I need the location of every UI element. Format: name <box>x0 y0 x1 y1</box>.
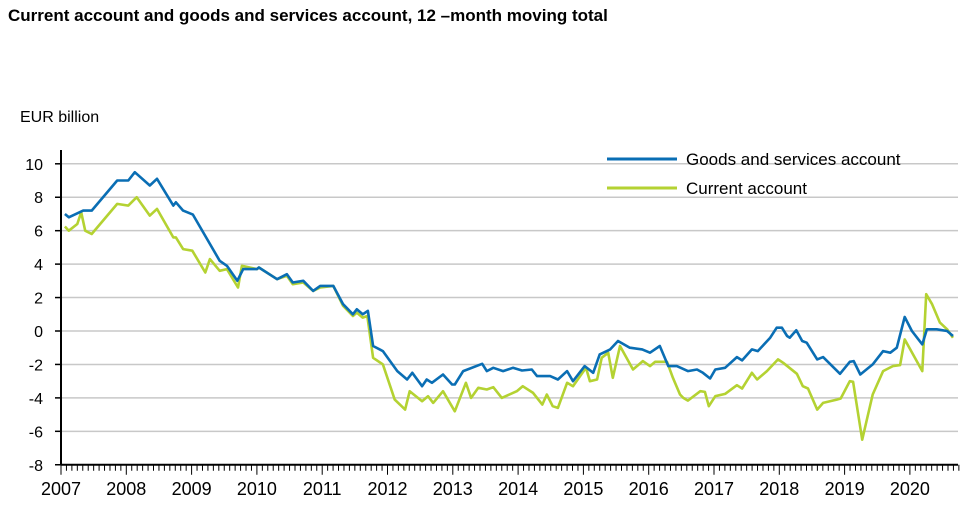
x-tick-label: 2009 <box>172 479 212 499</box>
x-tick-label: 2014 <box>498 479 538 499</box>
x-tick-label: 2017 <box>694 479 734 499</box>
x-tick-label: 2016 <box>629 479 669 499</box>
y-tick-label: -2 <box>29 357 43 374</box>
y-tick-label: 4 <box>34 257 43 274</box>
y-axis-label: EUR billion <box>20 109 99 126</box>
legend-label-current: Current account <box>686 179 807 198</box>
x-tick-label: 2018 <box>759 479 799 499</box>
x-tick-label: 2019 <box>825 479 865 499</box>
series-line-current-account <box>63 195 955 441</box>
x-tick-label: 2011 <box>303 479 342 499</box>
x-tick-label: 2015 <box>563 479 603 499</box>
y-tick-label: 0 <box>34 324 43 341</box>
series-line-goods-and-services <box>64 170 954 388</box>
chart-title: Current account and goods and services a… <box>8 6 608 25</box>
x-tick-label: 2020 <box>890 479 930 499</box>
legend-label-goods: Goods and services account <box>686 150 901 169</box>
y-tick-label: 2 <box>34 291 43 308</box>
y-tick-label: -4 <box>29 391 43 408</box>
y-tick-label: -6 <box>29 424 43 441</box>
x-tick-label: 2007 <box>41 479 81 499</box>
x-tick-label: 2012 <box>367 479 407 499</box>
y-tick-label: 8 <box>34 190 43 207</box>
legend: Goods and services account Current accou… <box>607 150 901 198</box>
y-tick-label: 10 <box>25 157 43 174</box>
y-tick-label: -8 <box>29 458 43 475</box>
x-tick-label: 2013 <box>433 479 473 499</box>
y-tick-label: 6 <box>34 224 43 241</box>
x-tick-label: 2010 <box>237 479 277 499</box>
x-tick-label: 2008 <box>106 479 146 499</box>
